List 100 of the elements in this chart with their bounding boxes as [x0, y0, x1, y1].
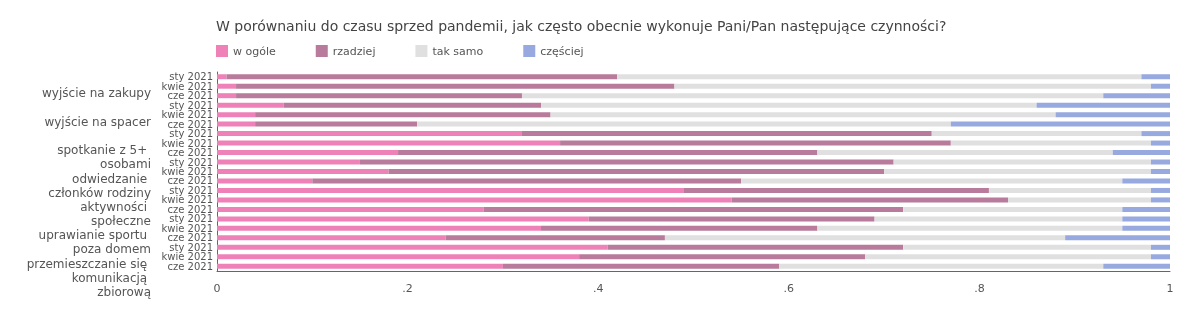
bar — [884, 169, 1151, 174]
y-tick-label: kwie 2021 — [161, 166, 213, 177]
bar — [417, 121, 951, 127]
bar — [560, 140, 951, 146]
x-tick-label: .8 — [974, 282, 985, 295]
bar — [779, 263, 1104, 269]
bar — [541, 225, 818, 231]
bar — [1103, 93, 1170, 99]
bar — [1007, 197, 1151, 203]
y-tick-label: sty 2021 — [169, 99, 213, 111]
bar — [217, 263, 503, 269]
bar — [950, 140, 1151, 146]
bar — [236, 83, 675, 89]
y-tick-label: sty 2021 — [169, 71, 213, 83]
x-tick-label: .2 — [402, 282, 413, 295]
bar — [1150, 244, 1170, 250]
bar — [217, 93, 237, 99]
bar — [817, 225, 1123, 231]
bar — [741, 178, 1123, 184]
bar — [217, 131, 522, 137]
bar — [217, 206, 484, 212]
bar — [521, 131, 932, 137]
y-tick-label: cze 2021 — [167, 118, 213, 130]
y-tick-label: sty 2021 — [169, 128, 213, 140]
bar — [1141, 131, 1170, 137]
bar — [674, 83, 1151, 89]
bar — [903, 244, 1151, 250]
chart-title: W porównaniu do czasu sprzed pandemii, jak często obecnie wykonuje Pani/Pan następujące czynności? — [216, 18, 947, 34]
y-tick-label: sty 2021 — [169, 241, 213, 253]
bar — [217, 150, 399, 156]
bar — [550, 112, 1056, 118]
bar — [1055, 112, 1170, 118]
y-tick-label: kwie 2021 — [161, 109, 213, 121]
y-tick-label: cze 2021 — [167, 232, 213, 244]
bar — [1122, 206, 1170, 212]
legend-label: częściej — [540, 44, 584, 58]
bar — [1122, 216, 1170, 222]
bar — [950, 121, 1170, 127]
x-tick-label: .6 — [783, 282, 795, 295]
bar — [1103, 263, 1170, 269]
y-tick-label: sty 2021 — [169, 213, 213, 225]
bar — [579, 254, 866, 260]
bar — [388, 169, 885, 174]
y-tick-label: sty 2021 — [169, 184, 213, 196]
bar — [903, 206, 1123, 212]
bar — [359, 159, 894, 165]
bar — [874, 216, 1123, 222]
bar — [255, 121, 418, 127]
y-tick-label: kwie 2021 — [161, 194, 213, 206]
bar — [226, 74, 618, 80]
bar — [483, 206, 904, 212]
bar — [731, 197, 1008, 203]
bar — [588, 216, 875, 222]
bar — [217, 83, 237, 89]
bar — [217, 244, 608, 250]
bar — [398, 150, 818, 156]
bar — [217, 254, 580, 260]
bar — [217, 102, 284, 108]
bar — [1036, 102, 1170, 108]
text: przemieszczanie się komunikacją zbiorową — [26, 256, 151, 299]
bar — [1150, 140, 1170, 146]
y-tick-label: cze 2021 — [167, 175, 213, 187]
bar — [217, 216, 589, 222]
x-tick-label: 0 — [213, 282, 221, 295]
text: wyjście na spacer — [44, 114, 152, 129]
bar — [541, 102, 1037, 108]
bar — [931, 131, 1142, 137]
text: wyjście na zakupy — [42, 86, 151, 101]
bar — [1150, 83, 1170, 89]
bar — [817, 150, 1113, 156]
text: aktywności społeczne — [80, 199, 151, 228]
bar — [988, 187, 1151, 193]
bar — [521, 93, 1104, 99]
legend-label: w ogóle — [233, 44, 276, 58]
bar — [1122, 225, 1170, 231]
bar — [217, 140, 561, 146]
bar — [283, 102, 542, 108]
bar — [865, 254, 1151, 260]
bar — [217, 187, 684, 193]
bar — [1150, 197, 1170, 203]
bar — [217, 169, 389, 174]
x-tick-label: .4 — [592, 282, 604, 295]
y-tick-label: cze 2021 — [167, 147, 213, 159]
y-tick-label: sty 2021 — [169, 156, 213, 168]
bar — [217, 178, 313, 184]
bar — [236, 93, 522, 99]
y-tick-label: cze 2021 — [167, 203, 213, 215]
bar — [664, 235, 1066, 241]
bar — [893, 159, 1151, 165]
bar — [217, 159, 360, 165]
bar — [1150, 159, 1170, 165]
bar — [217, 235, 446, 241]
bar — [502, 263, 780, 269]
bar — [683, 187, 989, 193]
bar — [1141, 74, 1170, 80]
bar — [1150, 169, 1170, 174]
bar — [445, 235, 665, 241]
bar — [1150, 254, 1170, 260]
bar — [217, 112, 256, 118]
y-tick-label: cze 2021 — [167, 90, 213, 102]
